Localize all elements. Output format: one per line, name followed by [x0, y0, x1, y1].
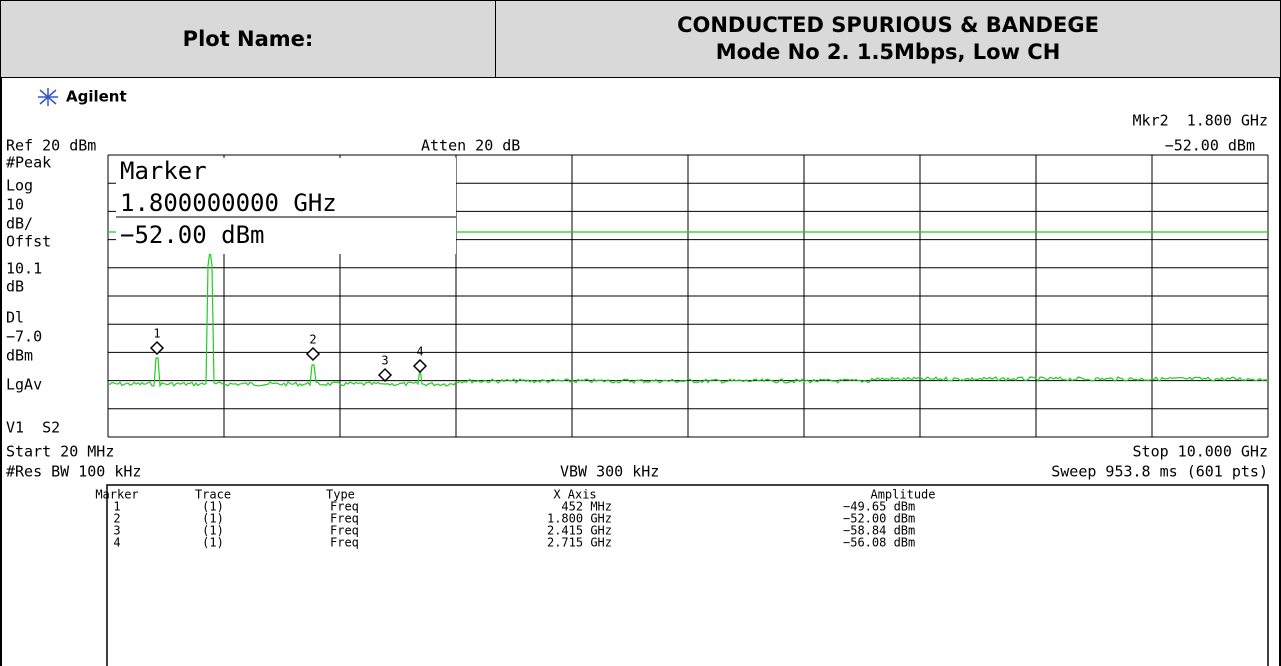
header: Plot Name: CONDUCTED SPURIOUS & BANDEGE …: [0, 0, 1281, 78]
peak-marker: [412, 358, 428, 374]
table-cell: 3: [113, 524, 120, 538]
left-label: −7.0: [6, 328, 42, 346]
left-label: #Peak: [6, 154, 51, 172]
table-cell: 2.715 GHz: [547, 536, 612, 550]
brand: Agilent: [66, 88, 127, 106]
attenuation: Atten 20 dB: [421, 137, 520, 155]
column-header: Type: [326, 488, 355, 502]
marker-readout: Mkr2 1.800 GHz: [1133, 112, 1268, 130]
marker-box-title: Marker: [120, 157, 207, 185]
left-label: Log: [6, 177, 33, 195]
peak-label: 2: [309, 333, 316, 347]
left-label: V1 S2: [6, 419, 60, 437]
marker-readout: −52.00 dBm: [1165, 137, 1255, 155]
stop-freq: Stop 10.000 GHz: [1133, 443, 1268, 461]
table-cell: Freq: [330, 536, 359, 550]
title-cell: CONDUCTED SPURIOUS & BANDEGE Mode No 2. …: [495, 0, 1281, 78]
column-header: Trace: [195, 488, 231, 502]
peak-marker: [377, 367, 393, 383]
trace: [107, 249, 1269, 388]
column-header: Amplitude: [870, 488, 935, 502]
marker-table: Marker Trace Type X Axis Amplitude 1 (1) Freq 45…: [95, 488, 935, 550]
title-line: CONDUCTED SPURIOUS & BANDEGE: [677, 13, 1099, 37]
marker-box-freq: 1.800000000 GHz: [120, 189, 337, 217]
left-label: LgAv: [6, 376, 42, 394]
table-cell: −49.65 dBm: [843, 500, 915, 514]
marker-table-box: [106, 484, 1269, 666]
left-label: 10: [6, 196, 24, 214]
peak-label: 4: [416, 345, 423, 359]
label-cell: Plot Name:: [0, 0, 496, 78]
start-freq: Start 20 MHz: [6, 443, 114, 461]
peak-marker: [149, 340, 165, 356]
table-cell: Freq: [330, 500, 359, 514]
analyzer-screen: Agilent Mkr2 1.800 GHz −52.00 dBm Ref 20…: [0, 78, 1281, 666]
peak-label: 1: [153, 327, 160, 341]
plot-label: Plot Name:: [182, 27, 314, 51]
table-cell: (1): [202, 524, 224, 538]
sweep: Sweep 953.8 ms (601 pts): [1051, 463, 1268, 481]
column-header: X Axis: [553, 488, 596, 502]
table-cell: −56.08 dBm: [843, 536, 915, 550]
res-bw: #Res BW 100 kHz: [6, 463, 141, 481]
column-header: Marker: [95, 488, 138, 502]
left-label: 10.1: [6, 260, 42, 278]
table-cell: 2.415 GHz: [547, 524, 612, 538]
table-cell: 2: [113, 512, 120, 526]
table-cell: Freq: [330, 512, 359, 526]
left-label: dB: [6, 278, 24, 296]
table-cell: −58.84 dBm: [843, 524, 915, 538]
left-label: dB/: [6, 215, 33, 233]
vbw: VBW 300 kHz: [560, 463, 659, 481]
logo: [38, 88, 58, 106]
title-line: Mode No 2. 1.5Mbps, Low CH: [715, 40, 1061, 64]
table-cell: −52.00 dBm: [843, 512, 915, 526]
marker-box-amp: −52.00 dBm: [120, 221, 265, 249]
table-cell: (1): [202, 500, 224, 514]
peak-markers: 1 2 3 4: [149, 327, 428, 383]
left-label: Offst: [6, 233, 51, 251]
table-cell: 452 MHz: [561, 500, 612, 514]
marker-box: [116, 158, 456, 254]
left-label: dBm: [6, 347, 33, 365]
table-cell: (1): [202, 512, 224, 526]
table-cell: 4: [113, 536, 120, 550]
ref-level: Ref 20 dBm: [6, 137, 96, 155]
peak-marker: [305, 346, 321, 362]
table-cell: 1.800 GHz: [547, 512, 612, 526]
peak-label: 3: [381, 354, 388, 368]
table-cell: 1: [113, 500, 120, 514]
table-cell: (1): [202, 536, 224, 550]
left-label: Dl: [6, 309, 24, 327]
table-cell: Freq: [330, 524, 359, 538]
